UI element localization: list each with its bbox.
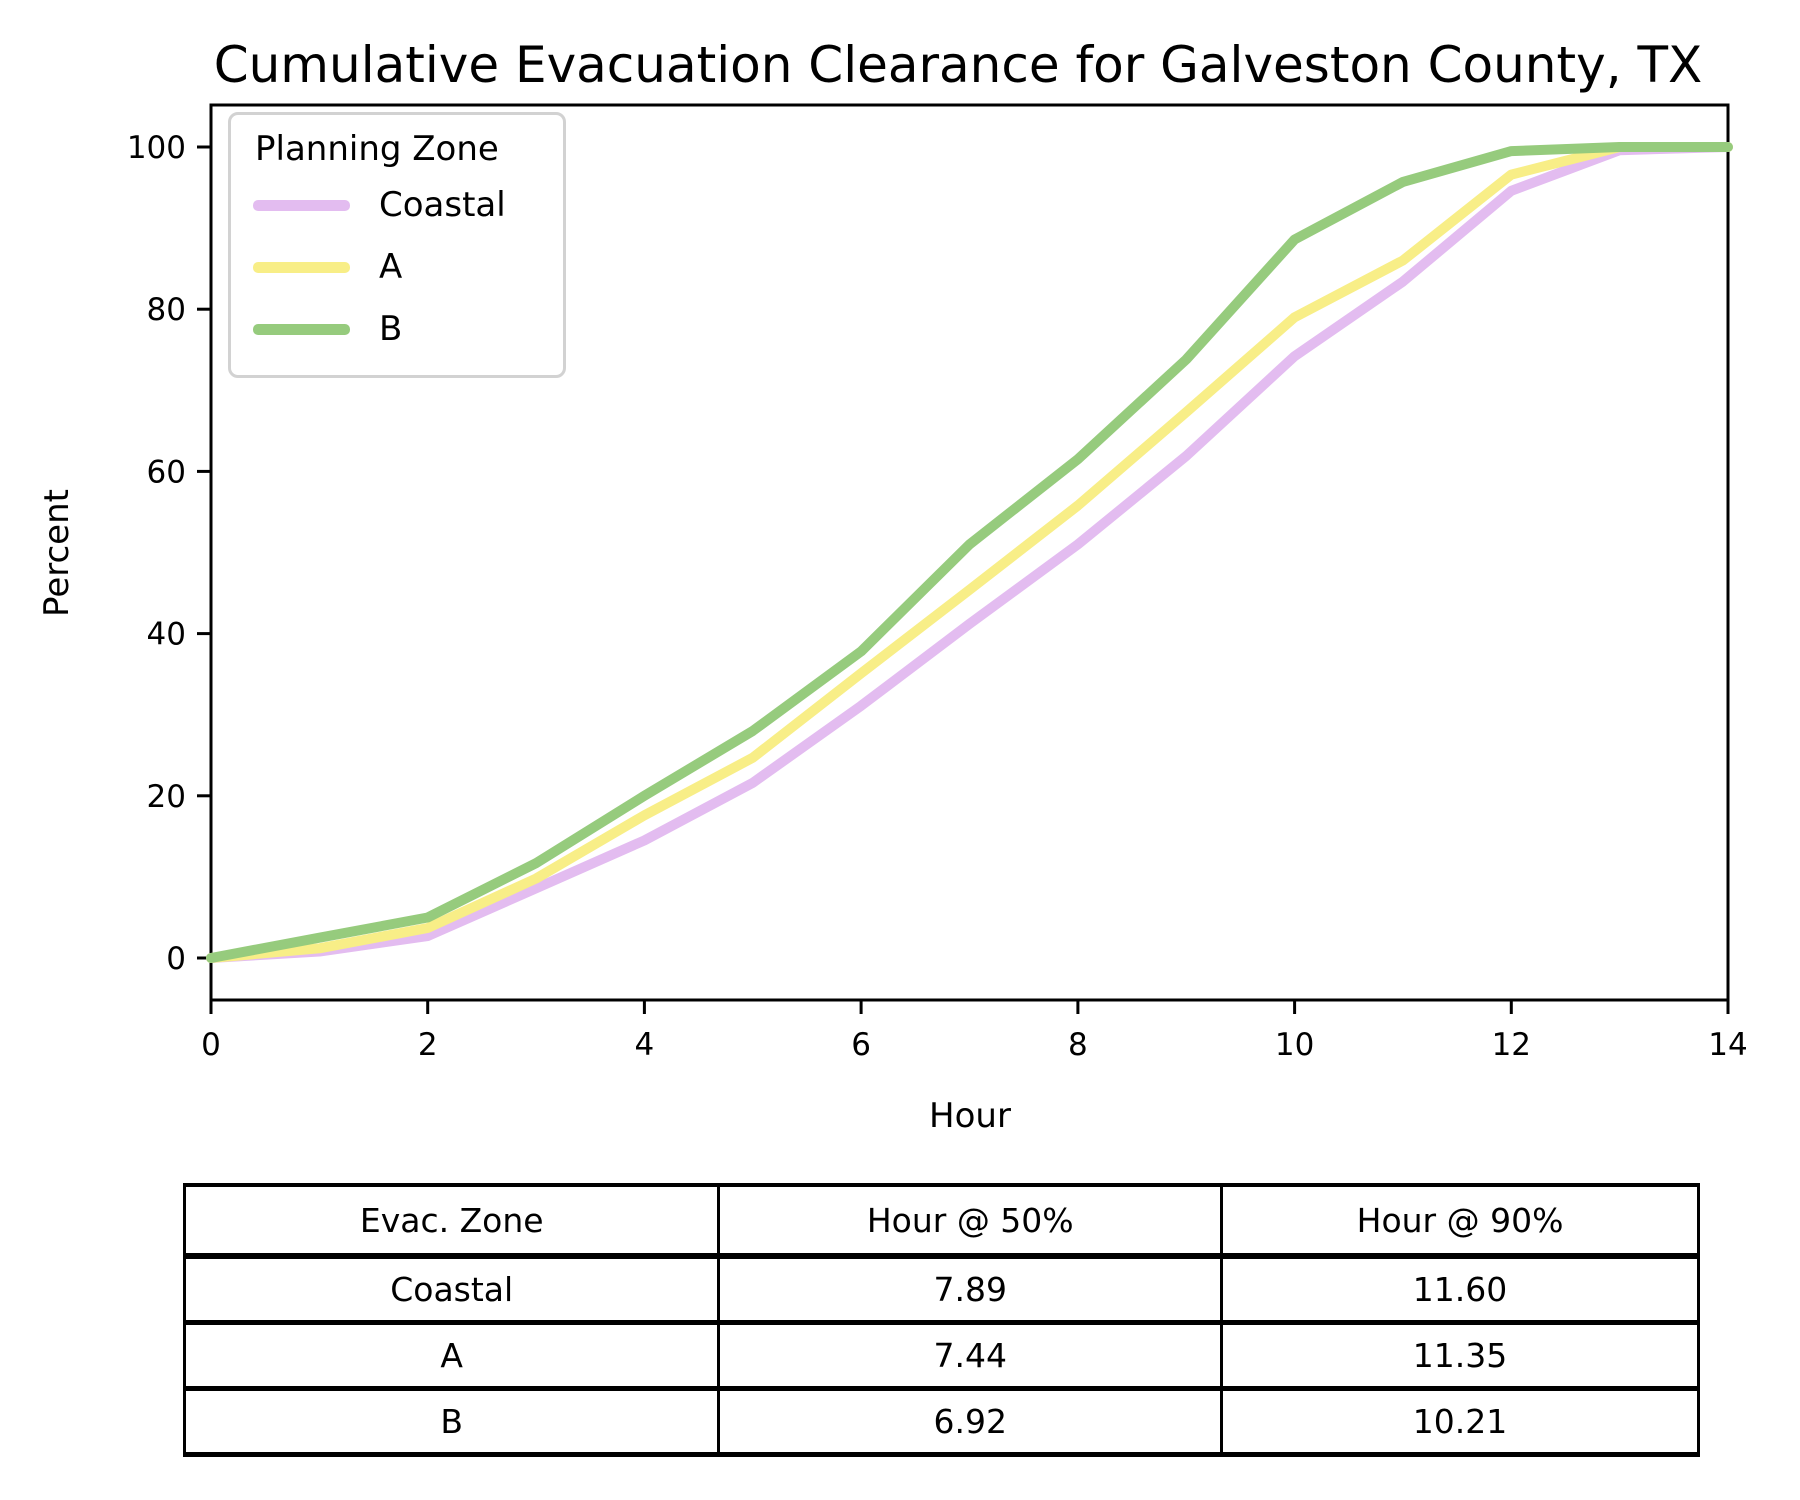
table-row: B 6.92 10.21 bbox=[182, 1386, 1700, 1457]
x-tick-label: 12 bbox=[1492, 1027, 1531, 1063]
table-cell: 11.60 bbox=[1220, 1254, 1700, 1325]
legend-items: Coastal A B bbox=[253, 179, 541, 355]
table-header-cell: Hour @ 90% bbox=[1220, 1183, 1700, 1259]
legend-item-label: A bbox=[379, 247, 403, 287]
x-tick-label: 10 bbox=[1275, 1027, 1314, 1063]
legend-item-b: B bbox=[253, 303, 541, 355]
x-tick-label: 6 bbox=[851, 1027, 871, 1063]
table-cell: Coastal bbox=[182, 1254, 721, 1325]
legend-item-label: Coastal bbox=[379, 185, 506, 225]
legend-swatch-b bbox=[253, 323, 350, 335]
y-axis-label: Percent bbox=[37, 489, 77, 617]
legend-item-label: B bbox=[379, 309, 403, 349]
legend-swatch-coastal bbox=[253, 199, 350, 211]
table-row: Coastal 7.89 11.60 bbox=[182, 1254, 1700, 1325]
table-header-cell: Hour @ 50% bbox=[717, 1183, 1224, 1259]
x-tick-label: 0 bbox=[201, 1027, 221, 1063]
series-line-a bbox=[206, 142, 1733, 963]
table-cell: 10.21 bbox=[1220, 1386, 1700, 1457]
chart-title: Cumulative Evacuation Clearance for Galv… bbox=[214, 36, 1703, 94]
x-tick-label: 14 bbox=[1708, 1027, 1747, 1063]
legend-swatch-a bbox=[253, 261, 350, 273]
table-header-cell: Evac. Zone bbox=[182, 1183, 721, 1259]
x-axis-label: Hour bbox=[929, 1096, 1011, 1136]
table-header-row: Evac. Zone Hour @ 50% Hour @ 90% bbox=[182, 1183, 1700, 1259]
x-tick-label: 2 bbox=[418, 1027, 438, 1063]
table-cell: B bbox=[182, 1386, 721, 1457]
table-cell: 11.35 bbox=[1220, 1320, 1700, 1391]
table-row: A 7.44 11.35 bbox=[182, 1320, 1700, 1391]
y-tick-label: 20 bbox=[147, 779, 186, 815]
series-line-b bbox=[206, 142, 1733, 963]
legend-item-coastal: Coastal bbox=[253, 179, 541, 231]
x-tick-label: 8 bbox=[1068, 1027, 1088, 1063]
summary-table: Evac. Zone Hour @ 50% Hour @ 90% Coastal 7.… bbox=[182, 1183, 1700, 1457]
y-tick-label: 100 bbox=[127, 130, 186, 166]
table-cell: 7.89 bbox=[717, 1254, 1224, 1325]
series-line-coastal bbox=[206, 142, 1733, 963]
table-cell: 6.92 bbox=[717, 1386, 1224, 1457]
y-tick-label: 80 bbox=[147, 292, 186, 328]
y-tick-label: 40 bbox=[147, 617, 186, 653]
y-tick-label: 60 bbox=[147, 454, 186, 490]
table-cell: A bbox=[182, 1320, 721, 1391]
legend-item-a: A bbox=[253, 241, 541, 293]
table-cell: 7.44 bbox=[717, 1320, 1224, 1391]
legend: Planning Zone Coastal A B bbox=[228, 112, 566, 378]
y-tick-label: 0 bbox=[166, 941, 186, 977]
plot-area: 0 2 4 6 8 10 12 14 0 20 40 60 80 100 bbox=[127, 130, 1748, 1063]
legend-title: Planning Zone bbox=[255, 129, 499, 169]
plot-frame bbox=[209, 103, 1730, 1002]
x-tick-label: 4 bbox=[635, 1027, 655, 1063]
chart-figure: Cumulative Evacuation Clearance for Galv… bbox=[37, 36, 1748, 1136]
